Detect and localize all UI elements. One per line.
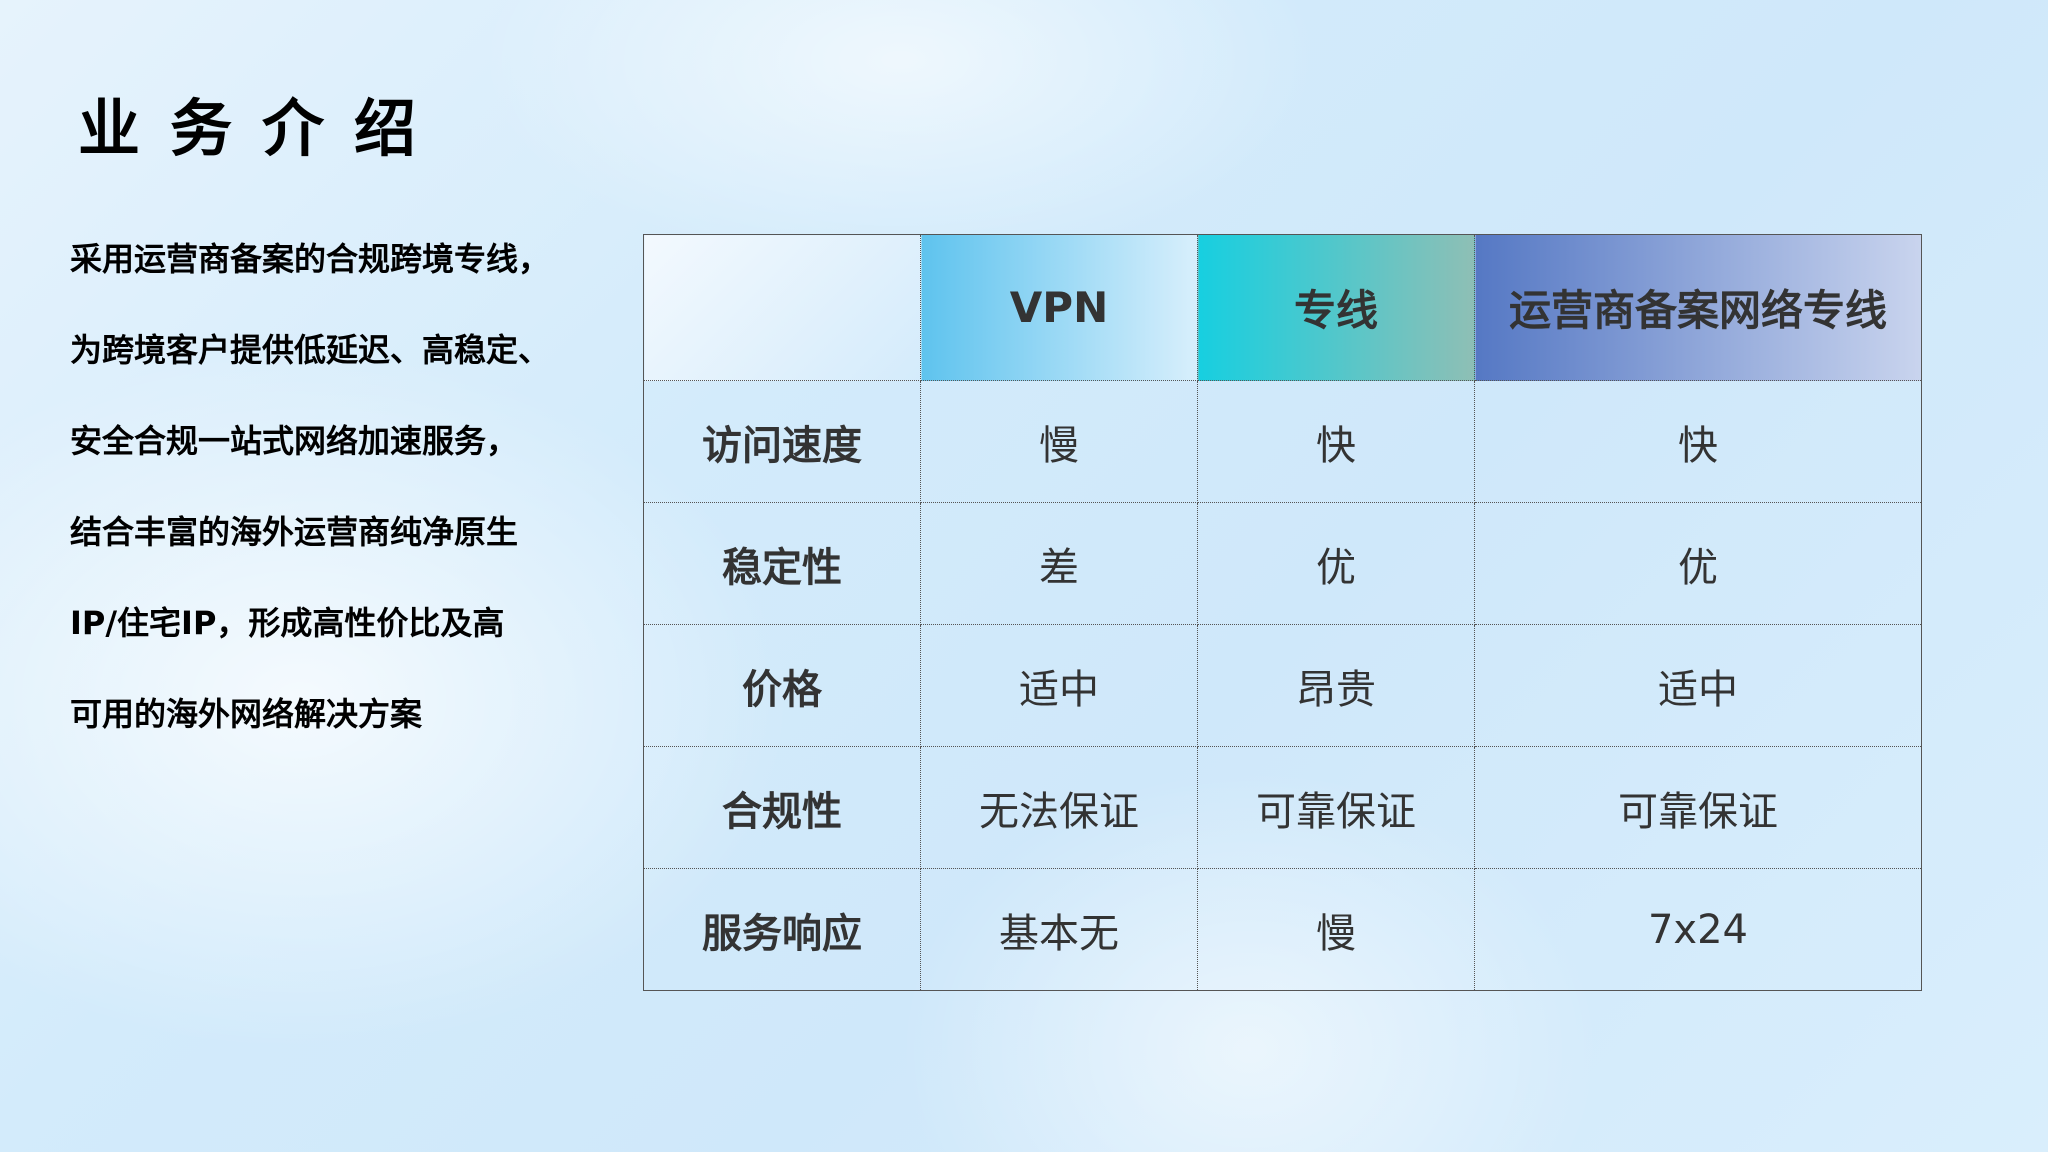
table-row: 服务响应 基本无 慢 7x24 [643, 868, 1922, 991]
table-cell: 可靠保证 [1197, 746, 1475, 869]
table-row: 访问速度 慢 快 快 [643, 380, 1922, 503]
table-cell: 适中 [1474, 624, 1922, 747]
comparison-table: VPN 专线 运营商备案网络专线 访问速度 慢 快 快 稳定性 差 优 优 价格… [643, 234, 1922, 991]
table-cell: 优 [1474, 502, 1922, 625]
header-vpn: VPN [920, 234, 1198, 381]
row-label: 稳定性 [643, 502, 921, 625]
page-title: 业务介绍 [78, 92, 447, 165]
intro-line: 采用运营商备案的合规跨境专线， [70, 240, 551, 278]
table-header-row: VPN 专线 运营商备案网络专线 [643, 234, 1922, 381]
intro-line: IP/住宅IP，形成高性价比及高 [70, 604, 505, 642]
table-cell: 可靠保证 [1474, 746, 1922, 869]
intro-paragraph: 采用运营商备案的合规跨境专线， 为跨境客户提供低延迟、高稳定、 安全合规一站式网… [70, 232, 630, 778]
header-carrier-line: 运营商备案网络专线 [1474, 234, 1922, 381]
table-cell: 慢 [920, 380, 1198, 503]
table-cell: 无法保证 [920, 746, 1198, 869]
row-label: 访问速度 [643, 380, 921, 503]
table-cell: 快 [1197, 380, 1475, 503]
table-cell: 7x24 [1474, 868, 1922, 991]
table-cell: 适中 [920, 624, 1198, 747]
table-cell: 差 [920, 502, 1198, 625]
row-label: 价格 [643, 624, 921, 747]
intro-line: 结合丰富的海外运营商纯净原生 [70, 513, 519, 551]
row-label: 服务响应 [643, 868, 921, 991]
table-cell: 基本无 [920, 868, 1198, 991]
table-cell: 昂贵 [1197, 624, 1475, 747]
row-label: 合规性 [643, 746, 921, 869]
header-dedicated-line: 专线 [1197, 234, 1475, 381]
table-row: 合规性 无法保证 可靠保证 可靠保证 [643, 746, 1922, 869]
header-empty [643, 234, 921, 381]
table-cell: 快 [1474, 380, 1922, 503]
intro-line: 安全合规一站式网络加速服务， [70, 422, 519, 460]
intro-line: 为跨境客户提供低延迟、高稳定、 [70, 331, 551, 369]
table-cell: 慢 [1197, 868, 1475, 991]
intro-line: 可用的海外网络解决方案 [70, 695, 423, 733]
table-cell: 优 [1197, 502, 1475, 625]
table-row: 稳定性 差 优 优 [643, 502, 1922, 625]
table-row: 价格 适中 昂贵 适中 [643, 624, 1922, 747]
